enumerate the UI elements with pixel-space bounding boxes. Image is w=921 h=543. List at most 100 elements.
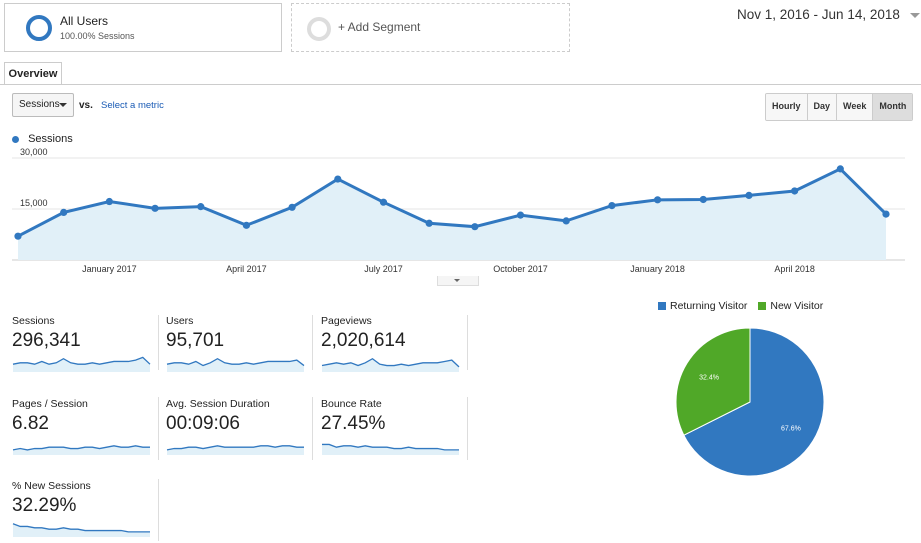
chart-resize-handle[interactable] [437, 276, 479, 286]
data-point [653, 196, 662, 204]
x-tick-label: April 2018 [774, 264, 815, 274]
data-point [791, 187, 799, 195]
metric-sparkline [12, 523, 150, 537]
sparkline-area [322, 358, 459, 372]
metric-sparkline [12, 356, 151, 372]
empty-segment-ring-icon [307, 17, 331, 41]
date-range-picker[interactable]: Nov 1, 2016 - Jun 14, 2018 [737, 7, 920, 22]
segment-all-users[interactable]: All Users 100.00% Sessions [4, 3, 282, 52]
tab-divider [0, 84, 921, 85]
metric-card[interactable]: Sessions 296,341 [12, 315, 152, 372]
metric-label: Users [166, 315, 194, 327]
metric-label: Pages / Session [12, 398, 88, 410]
sparkline-line [166, 445, 304, 451]
metric-divider [467, 315, 468, 370]
segment-name: All Users [60, 14, 109, 28]
series-area [18, 168, 886, 260]
granularity-buttons: Hourly Day Week Month [765, 93, 914, 121]
metric-divider [158, 397, 159, 460]
metric-value: 296,341 [12, 330, 81, 351]
add-segment-label: + Add Segment [338, 20, 421, 34]
hourly-button[interactable]: Hourly [766, 94, 807, 120]
data-point [882, 210, 890, 218]
sessions-line-chart: 30,000 15,000 January 2017 April 2017 July 2… [12, 148, 905, 274]
metric-card[interactable]: Avg. Session Duration 00:09:06 [166, 398, 306, 455]
metric-sparkline [321, 357, 460, 372]
y-tick-label: 30,000 [20, 148, 48, 157]
metric-sparkline [322, 443, 459, 455]
metric-sparkline [12, 445, 150, 455]
week-button[interactable]: Week [836, 94, 873, 120]
metric-sparkline [166, 445, 304, 455]
data-point [288, 203, 296, 211]
data-point [836, 165, 844, 173]
x-tick-label: January 2017 [82, 264, 137, 274]
legend-returning-swatch [658, 302, 666, 311]
series-line [17, 167, 888, 238]
sparkline-line [166, 357, 305, 367]
segment-percent: 100.00% Sessions [60, 31, 135, 41]
metric-value: 32.29% [12, 495, 77, 516]
legend-sessions-label: Sessions [28, 133, 73, 145]
visitor-pie-chart: 67.6% 32.4% [675, 327, 825, 477]
metric-value: 00:09:06 [166, 413, 240, 434]
metric-divider [312, 397, 313, 460]
x-tick-label: January 2018 [630, 264, 685, 274]
month-button[interactable]: Month [872, 94, 913, 120]
metric-label: Pageviews [321, 315, 372, 327]
tab-overview[interactable]: Overview [4, 62, 62, 85]
metric-select[interactable]: Sessions [12, 93, 74, 117]
legend-dot [12, 135, 19, 143]
sparkline-line [322, 443, 459, 451]
metric-divider [158, 315, 159, 370]
metric-card[interactable]: Pageviews 2,020,614 [321, 315, 461, 372]
dropdown-arrow-icon [59, 103, 67, 107]
x-tick-label: April 2017 [226, 264, 267, 274]
pie-legend: Returning Visitor New Visitor [658, 300, 823, 312]
metric-divider [312, 315, 313, 370]
data-point [516, 211, 525, 219]
data-point [151, 204, 159, 212]
sparkline-line [12, 523, 150, 533]
metric-label: Bounce Rate [321, 398, 382, 410]
metric-card[interactable]: Pages / Session 6.82 [12, 398, 152, 455]
sparkline-line [321, 357, 460, 368]
day-button[interactable]: Day [806, 94, 837, 120]
data-point [242, 221, 251, 229]
metric-label: Sessions [12, 315, 55, 327]
metric-card[interactable]: % New Sessions 32.29% [12, 480, 152, 537]
data-point [562, 217, 570, 225]
pie-slice-label: 32.4% [699, 375, 719, 382]
metric-card[interactable]: Bounce Rate 27.45% [321, 398, 461, 455]
data-point [425, 219, 433, 227]
metric-value: 95,701 [166, 330, 225, 351]
data-point [608, 202, 616, 210]
sparkline-area [167, 358, 304, 372]
x-tick-label: July 2017 [364, 264, 403, 274]
y-tick-label: 15,000 [20, 198, 48, 208]
segment-ring-icon [26, 15, 52, 41]
metric-select-value: Sessions [19, 99, 60, 110]
metric-divider [467, 397, 468, 460]
data-point [471, 223, 479, 231]
data-point [197, 203, 205, 211]
pie-slice-label: 67.6% [781, 425, 801, 432]
sparkline-line [12, 356, 151, 365]
handle-arrow-icon [454, 279, 460, 282]
date-range-text: Nov 1, 2016 - Jun 14, 2018 [737, 7, 900, 22]
metric-card[interactable]: Users 95,701 [166, 315, 306, 372]
select-metric-link[interactable]: Select a metric [101, 100, 164, 111]
data-point [60, 208, 68, 216]
vs-label: vs. [79, 100, 93, 111]
data-point [334, 175, 342, 183]
metric-value: 2,020,614 [321, 330, 406, 351]
legend-new-label: New Visitor [770, 300, 824, 312]
tab-overview-label: Overview [8, 68, 58, 80]
data-point [699, 195, 707, 204]
metric-value: 6.82 [12, 413, 49, 434]
data-point [14, 232, 22, 240]
x-tick-label: October 2017 [493, 264, 548, 274]
chevron-down-icon [909, 12, 920, 18]
data-point [745, 191, 753, 199]
add-segment-button[interactable]: + Add Segment [291, 3, 570, 52]
